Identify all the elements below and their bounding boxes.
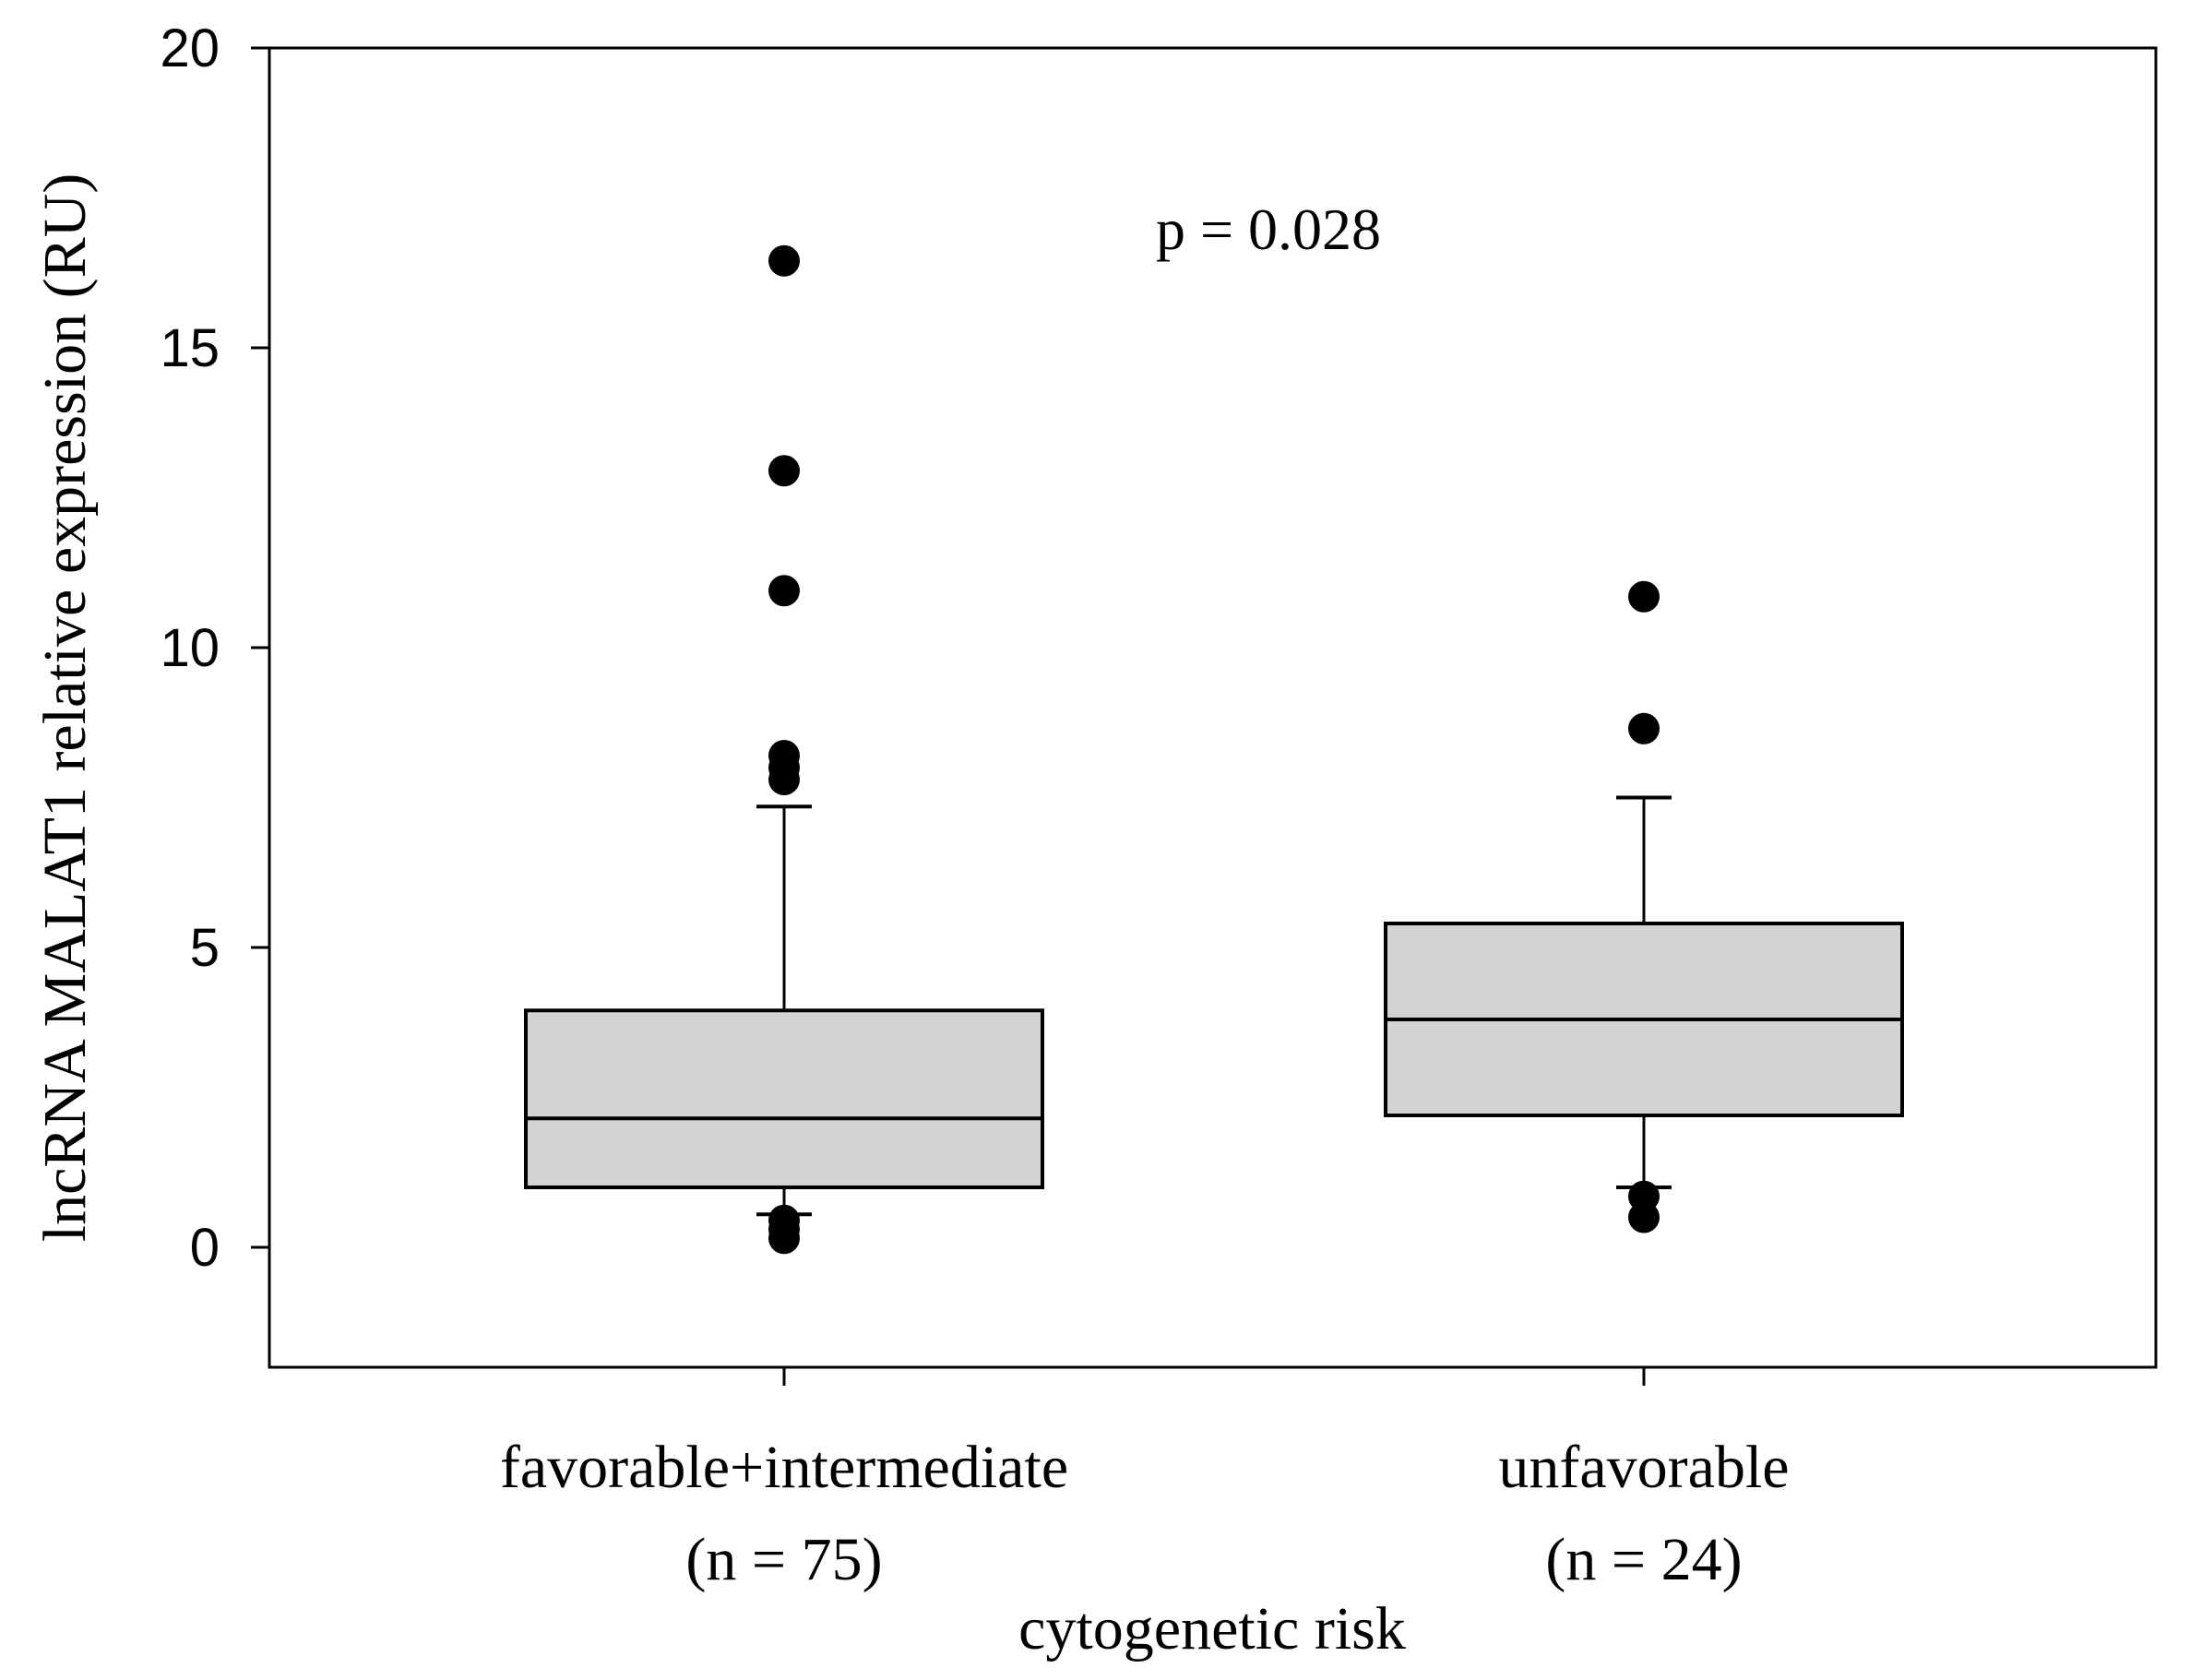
- outlier-point: [768, 575, 800, 607]
- y-tick-label: 20: [160, 18, 220, 78]
- p-value-annotation: p = 0.028: [1156, 197, 1381, 262]
- y-tick-label: 5: [190, 918, 220, 978]
- outlier-point: [1628, 580, 1660, 613]
- plot-frame: [268, 46, 2158, 1369]
- iqr-box: [524, 1008, 1044, 1189]
- outlier-point: [768, 244, 800, 277]
- x-category-count: (n = 24): [1545, 1526, 1742, 1593]
- outlier-point: [1628, 1201, 1660, 1233]
- outlier-point: [1628, 712, 1660, 745]
- x-category-count: (n = 75): [685, 1526, 882, 1593]
- y-axis-title: lncRNA MALAT1 relative expression (RU): [31, 173, 99, 1242]
- box-groups: [524, 244, 1904, 1255]
- outlier-point: [768, 1222, 800, 1255]
- y-axis: 0 5 10 15 20: [160, 18, 269, 1278]
- y-tick-label: 0: [190, 1218, 220, 1278]
- y-tick-label: 15: [160, 318, 220, 378]
- x-axis-title: cytogenetic risk: [1018, 1595, 1406, 1662]
- box-group: [1384, 580, 1904, 1233]
- x-axis: favorable+intermediate (n = 75) unfavorabl…: [500, 1367, 1790, 1593]
- outlier-point: [768, 764, 800, 795]
- outlier-point: [768, 455, 800, 487]
- y-tick-label: 10: [160, 618, 220, 678]
- x-category-label: favorable+intermediate: [500, 1434, 1068, 1501]
- box-group: [524, 244, 1044, 1255]
- x-category-label: unfavorable: [1498, 1434, 1789, 1501]
